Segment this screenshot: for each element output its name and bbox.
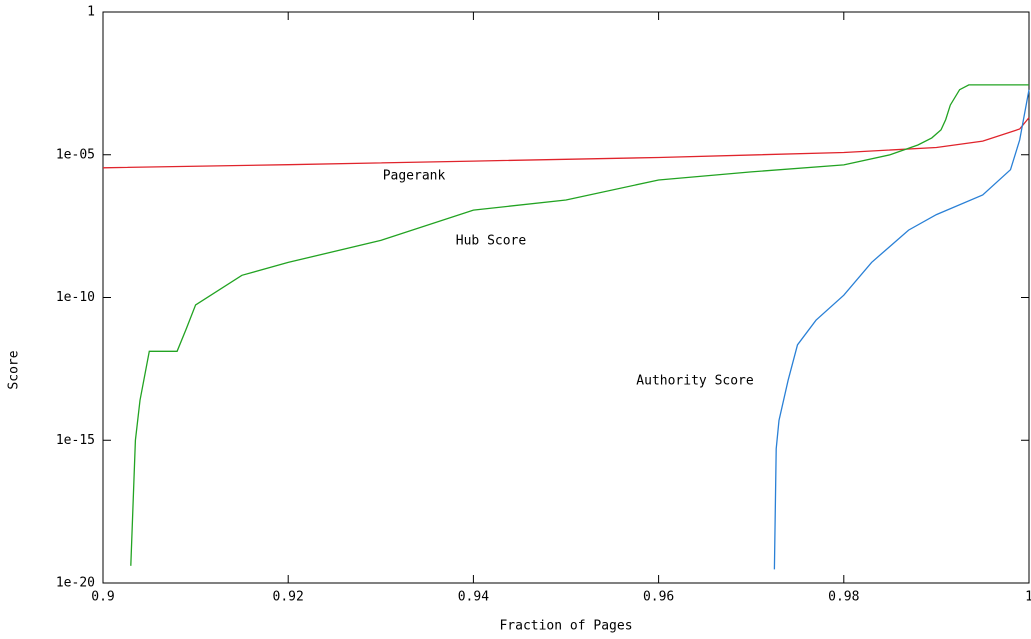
y-tick-label: 1 bbox=[87, 5, 95, 20]
x-tick-label: 0.92 bbox=[273, 590, 304, 605]
series-label: Hub Score bbox=[456, 234, 527, 249]
x-axis-label: Fraction of Pages bbox=[499, 619, 632, 634]
series-label: Authority Score bbox=[636, 374, 754, 389]
x-tick-label: 0.98 bbox=[828, 590, 859, 605]
series-label: Pagerank bbox=[383, 169, 446, 184]
y-tick-label: 1e-15 bbox=[56, 433, 95, 448]
x-tick-label: 1 bbox=[1025, 590, 1031, 605]
y-tick-label: 1e-10 bbox=[56, 290, 95, 305]
y-tick-label: 1e-20 bbox=[56, 576, 95, 591]
series-line bbox=[130, 84, 1029, 566]
x-tick-label: 0.9 bbox=[91, 590, 114, 605]
series-line bbox=[773, 89, 1030, 570]
y-tick-label: 1e-05 bbox=[56, 147, 95, 162]
series-line bbox=[102, 117, 1030, 169]
plot-frame bbox=[102, 11, 1030, 584]
x-tick-label: 0.96 bbox=[643, 590, 674, 605]
y-axis-label: Score bbox=[7, 350, 22, 389]
x-tick-label: 0.94 bbox=[458, 590, 489, 605]
